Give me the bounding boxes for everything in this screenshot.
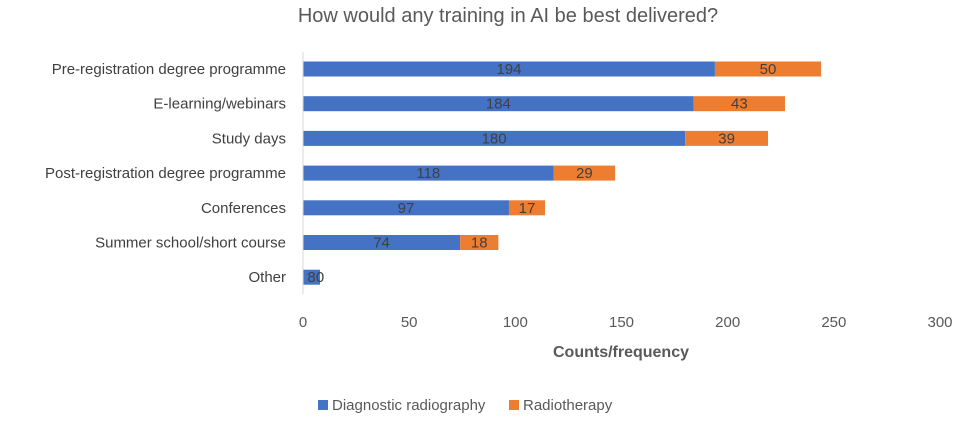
data-label-radiotherapy-conferences: 17: [519, 200, 536, 217]
bar-radiotherapy-conferences: [508, 200, 546, 216]
category-label-other: Other: [248, 269, 286, 286]
x-tick-label-150: 150: [609, 314, 634, 331]
bar-diagnostic-radiography-study-days: [303, 130, 686, 146]
x-tick-label-200: 200: [715, 314, 740, 331]
bar-radiotherapy-post-registration-degree-programme: [553, 165, 616, 181]
data-label-diagnostic-radiography-pre-registration-degree-programme: 194: [496, 61, 521, 78]
data-label-diagnostic-radiography-conferences: 97: [398, 200, 415, 217]
bar-radiotherapy-pre-registration-degree-programme: [714, 61, 822, 77]
legend-label-diagnostic-radiography: Diagnostic radiography: [332, 397, 486, 414]
x-axis-ticks: 0 50 100 150 200 250 300: [299, 314, 953, 331]
category-label-conferences: Conferences: [201, 200, 286, 217]
data-label-radiotherapy-post-registration-degree-programme: 29: [576, 165, 593, 182]
data-label-diagnostic-radiography-other: 8: [307, 269, 315, 286]
x-tick-label-300: 300: [927, 314, 952, 331]
bar-diagnostic-radiography-conferences: [303, 200, 509, 216]
legend: Diagnostic radiography Radiotherapy: [318, 397, 613, 414]
data-label-diagnostic-radiography-post-registration-degree-programme: 118: [416, 165, 440, 182]
x-tick-label-50: 50: [401, 314, 418, 331]
bar-diagnostic-radiography-post-registration-degree-programme: [303, 165, 554, 181]
bar-diagnostic-radiography-e-learning-webinars: [303, 96, 694, 112]
data-label-diagnostic-radiography-summer-school-short-course: 74: [373, 235, 390, 252]
data-label-radiotherapy-study-days: 39: [718, 130, 735, 147]
data-label-diagnostic-radiography-study-days: 180: [482, 130, 507, 147]
category-label-pre-registration-degree-programme: Pre-registration degree programme: [52, 61, 286, 78]
chart-title: How would any training in AI be best del…: [298, 5, 718, 27]
bar-radiotherapy-e-learning-webinars: [693, 96, 785, 112]
bar-diagnostic-radiography-other: [303, 269, 320, 285]
category-labels: Pre-registration degree programme E-learn…: [45, 61, 286, 286]
x-axis-title: Counts/frequency: [553, 344, 689, 361]
legend-label-radiotherapy: Radiotherapy: [523, 397, 613, 414]
category-label-post-registration-degree-programme: Post-registration degree programme: [45, 165, 286, 182]
data-labels: 194 50 184 43 180 39 118 29 97 17 74 18 8 0: [307, 61, 776, 286]
data-label-radiotherapy-pre-registration-degree-programme: 50: [760, 61, 777, 78]
legend-swatch-diagnostic-radiography: [318, 400, 328, 410]
data-label-radiotherapy-other: 0: [316, 269, 324, 286]
bar-radiotherapy-study-days: [685, 130, 769, 146]
bar-radiotherapy-summer-school-short-course: [460, 235, 499, 250]
x-tick-label-0: 0: [299, 314, 307, 331]
bar-diagnostic-radiography-summer-school-short-course: [303, 235, 461, 250]
x-tick-label-100: 100: [503, 314, 528, 331]
data-label-radiotherapy-e-learning-webinars: 43: [731, 96, 748, 113]
category-label-e-learning-webinars: E-learning/webinars: [153, 96, 286, 113]
bars-layer: [303, 61, 822, 285]
data-label-radiotherapy-summer-school-short-course: 18: [471, 235, 488, 252]
bar-diagnostic-radiography-pre-registration-degree-programme: [303, 61, 715, 77]
legend-swatch-radiotherapy: [509, 400, 519, 410]
data-label-diagnostic-radiography-e-learning-webinars: 184: [486, 96, 511, 113]
category-label-study-days: Study days: [212, 130, 286, 147]
x-tick-label-250: 250: [821, 314, 846, 331]
category-label-summer-school-short-course: Summer school/short course: [95, 235, 286, 252]
